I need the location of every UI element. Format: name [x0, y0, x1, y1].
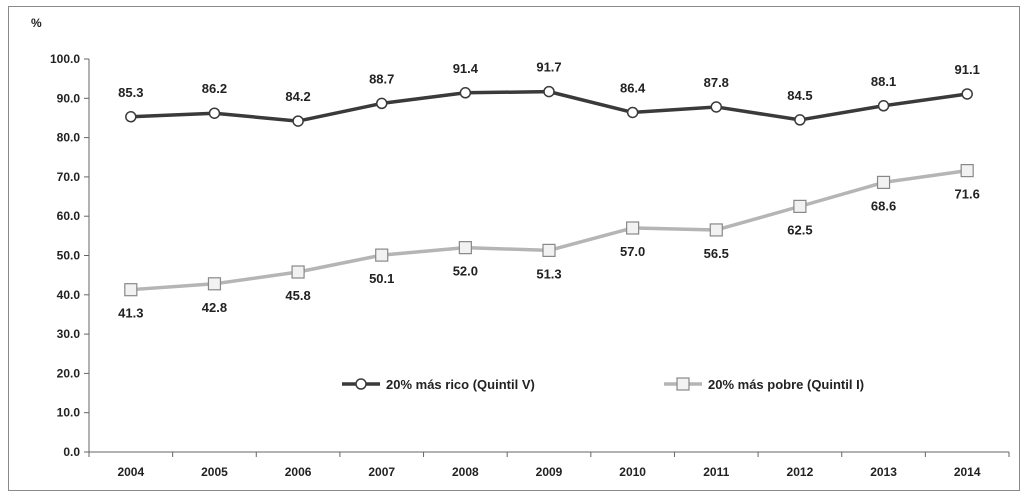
- data-label: 87.8: [704, 75, 729, 90]
- line-chart: % 0.0 10.0 20.0 30.0 40.0 50.0 60.0 70.0 80.0 90.…: [31, 16, 1010, 479]
- y-tick-label: 50.0: [57, 249, 81, 263]
- data-label: 91.4: [453, 61, 479, 76]
- data-label: 50.1: [369, 271, 394, 286]
- data-point-square: [375, 248, 389, 262]
- data-label: 42.8: [202, 300, 227, 315]
- data-point-circle: [710, 101, 723, 113]
- series-quintil-v: 85.3 86.2 84.2 88.7 91.4 91.7 86.4 87.8 84.5 88.1…: [118, 60, 980, 127]
- data-label: 86.4: [620, 80, 646, 95]
- data-point-circle: [375, 97, 388, 110]
- legend-marker-square: [676, 377, 690, 391]
- data-label: 91.1: [955, 62, 980, 77]
- x-tick-label: 2014: [954, 465, 981, 479]
- legend-label: 20% más pobre (Quintil I): [708, 377, 864, 392]
- y-tick-label: 40.0: [57, 288, 81, 302]
- y-tick-label: 30.0: [57, 327, 81, 341]
- x-tick-label: 2013: [870, 465, 897, 479]
- legend: 20% más rico (Quintil V) 20% más pobre (Q…: [342, 377, 864, 392]
- x-tick-label: 2009: [536, 465, 563, 479]
- data-point-square: [960, 164, 974, 178]
- data-point-circle: [125, 111, 137, 123]
- y-tick-label: 90.0: [57, 91, 81, 105]
- data-label: 86.2: [202, 81, 227, 96]
- y-tick-label: 20.0: [57, 366, 81, 380]
- data-label: 85.3: [118, 85, 143, 100]
- data-label: 51.3: [536, 266, 561, 281]
- data-point-circle: [292, 115, 304, 127]
- legend-item: 20% más rico (Quintil V): [342, 377, 535, 392]
- data-point-circle: [459, 87, 472, 99]
- x-tick-label: 2007: [368, 465, 395, 479]
- data-label: 62.5: [787, 222, 812, 237]
- x-tick-label: 2005: [201, 465, 228, 479]
- y-tick-label: 60.0: [57, 209, 81, 223]
- data-label: 91.7: [536, 60, 561, 75]
- y-tick-label: 0.0: [63, 445, 80, 459]
- data-point-square: [207, 277, 222, 291]
- data-point-square: [458, 241, 472, 255]
- x-tick-label: 2008: [452, 465, 479, 479]
- x-tick-label: 2010: [619, 465, 646, 479]
- data-point-square: [124, 283, 138, 297]
- y-tick-label: 10.0: [57, 406, 81, 420]
- data-point-square: [291, 265, 305, 279]
- data-label: 68.6: [871, 198, 896, 213]
- data-label: 84.5: [787, 88, 812, 103]
- series-quintil-i: 41.3 42.8 45.8 50.1 52.0 51.3 57.0 56.5 62.5 68.6…: [118, 164, 980, 321]
- y-tick-label: 70.0: [57, 170, 81, 184]
- data-label: 88.7: [369, 71, 394, 86]
- data-label: 71.6: [955, 187, 980, 202]
- data-label: 45.8: [285, 288, 310, 303]
- data-point-square: [626, 221, 640, 235]
- axes: 0.0 10.0 20.0 30.0 40.0 50.0 60.0 70.0 80.0 90.0 1…: [50, 52, 1010, 479]
- data-point-circle: [961, 88, 973, 100]
- data-point-square: [542, 243, 556, 257]
- data-label: 57.0: [620, 244, 645, 259]
- legend-marker-circle: [355, 378, 367, 390]
- data-point-square: [709, 223, 723, 237]
- y-tick-label: 100.0: [50, 52, 80, 66]
- data-label: 88.1: [871, 74, 896, 89]
- data-point-circle: [208, 107, 221, 119]
- data-label: 56.5: [704, 246, 729, 261]
- data-point-circle: [794, 114, 806, 126]
- data-label: 52.0: [453, 264, 478, 279]
- x-tick-label: 2006: [285, 465, 312, 479]
- data-point-square: [876, 175, 891, 190]
- legend-item: 20% más pobre (Quintil I): [664, 377, 864, 392]
- y-unit-label: %: [31, 16, 42, 30]
- data-point-square: [793, 199, 807, 213]
- data-point-circle: [543, 85, 555, 98]
- data-label: 84.2: [285, 89, 310, 104]
- data-point-circle: [626, 106, 639, 119]
- data-point-circle: [877, 100, 890, 112]
- legend-label: 20% más rico (Quintil V): [386, 377, 535, 392]
- x-tick-label: 2012: [787, 465, 814, 479]
- series-layer: 85.3 86.2 84.2 88.7 91.4 91.7 86.4 87.8 84.5 88.1…: [118, 60, 980, 321]
- chart-frame: % 0.0 10.0 20.0 30.0 40.0 50.0 60.0 70.0 80.0 90.…: [8, 6, 1020, 491]
- y-tick-label: 80.0: [57, 131, 81, 145]
- data-label: 41.3: [118, 306, 143, 321]
- x-tick-label: 2004: [117, 465, 144, 479]
- x-tick-label: 2011: [703, 465, 729, 479]
